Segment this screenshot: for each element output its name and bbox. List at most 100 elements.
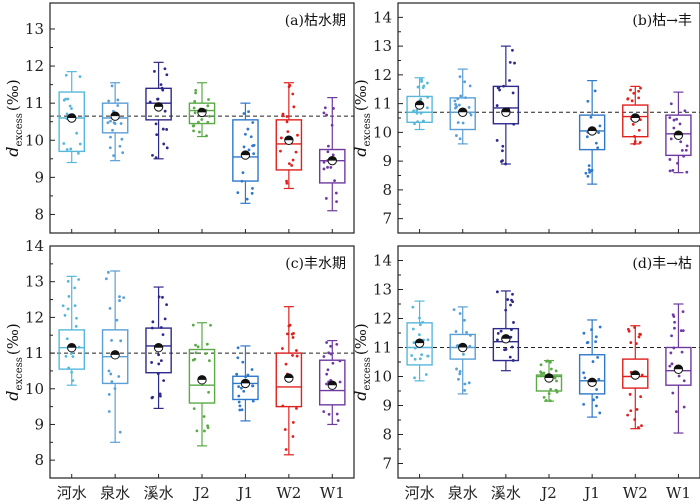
sample-point [196,345,200,349]
sample-point [120,137,124,141]
sample-point [454,330,458,333]
x-tick-label: 溪水 [491,484,521,502]
sample-point [678,122,682,126]
sample-point [684,148,688,152]
sample-point [161,127,165,131]
sample-point [287,324,291,328]
sample-point [639,86,642,90]
sample-point [511,48,514,52]
sample-point [117,375,121,378]
sample-point [634,342,638,345]
y-tick-label: 7 [382,210,392,228]
sample-point [291,158,295,162]
mean-marker-fill [67,343,76,348]
sample-point [598,411,602,415]
sample-point [594,335,598,339]
sample-point [70,371,74,374]
sample-point [467,106,471,109]
x-tick-label: W1 [666,484,691,502]
sample-point [633,418,637,421]
sample-point [112,121,116,125]
sample-point [287,85,291,89]
sample-point [122,296,126,300]
sample-point [679,329,683,333]
mean-marker-fill [458,108,467,113]
sample-point [324,197,328,200]
box-河水 [406,300,433,382]
sample-point [163,67,167,71]
sample-point [584,171,588,175]
sample-point [413,376,416,380]
sample-point [455,134,458,137]
sample-point [555,379,558,383]
sample-point [412,109,416,113]
sample-point [413,122,416,126]
sample-point [241,360,245,364]
mean-marker-fill [110,111,120,117]
sample-point [542,395,546,399]
sample-point [295,349,298,352]
sample-point [106,270,110,274]
box-W1 [318,339,346,426]
y-tick-label: 11 [25,94,44,112]
sample-point [207,98,210,101]
sample-point [246,373,250,377]
y-tick-label: 7 [382,455,392,473]
box-iqr [275,119,303,171]
sample-point [245,197,249,201]
sample-point [156,372,160,376]
sample-point [669,137,673,141]
sample-point [118,295,121,299]
sample-point [586,99,590,103]
x-tick-label: 河水 [57,484,87,502]
sample-point [78,142,82,146]
sample-point [585,135,589,139]
sample-point [501,144,505,148]
sample-point [158,394,162,398]
mean-marker-fill [284,136,294,141]
sample-point [252,152,256,156]
sample-point [109,372,113,376]
panel-c: 8 9 10 11 12 13 14 (c)丰水期 dexcess(‰) 河水 泉水 溪水 J2 J1 W2… [3,237,355,502]
sample-point [247,148,251,152]
mean-marker-fill [328,381,337,386]
sample-point [676,161,679,165]
box-iqr [665,114,692,157]
sample-point [77,278,81,281]
x-tick-label: J2 [192,484,210,502]
sample-point [499,160,503,163]
sample-point [148,100,152,104]
sample-point [425,106,429,110]
sample-point [338,380,342,384]
box-泉水 [449,306,476,395]
panel-title: (b)枯→丰 [632,13,692,29]
sample-point [75,131,79,135]
sample-point [468,344,472,348]
y-axis-label: dexcess(‰) [3,323,25,400]
sample-point [549,367,553,371]
box-iqr [275,352,303,408]
box-W1 [318,96,346,212]
sample-point [455,344,459,348]
sample-point [672,118,676,122]
sample-point [70,107,73,110]
sample-point [675,117,679,121]
sample-point [68,104,72,108]
sample-point [670,334,673,338]
y-tick-label: 12 [25,308,44,326]
sample-point [161,295,164,299]
sample-point [119,122,123,125]
x-tick-label: 泉水 [448,484,478,502]
sample-point [335,200,338,204]
sample-point [106,121,110,125]
sample-point [463,318,466,322]
sample-point [463,80,467,84]
sample-point [546,359,550,363]
sample-point [155,133,159,137]
sample-point [685,170,689,174]
sample-point [109,119,112,123]
mean-marker-fill [415,100,424,106]
sample-point [286,130,290,133]
sample-point [108,307,112,310]
mean-marker-fill [241,150,250,156]
